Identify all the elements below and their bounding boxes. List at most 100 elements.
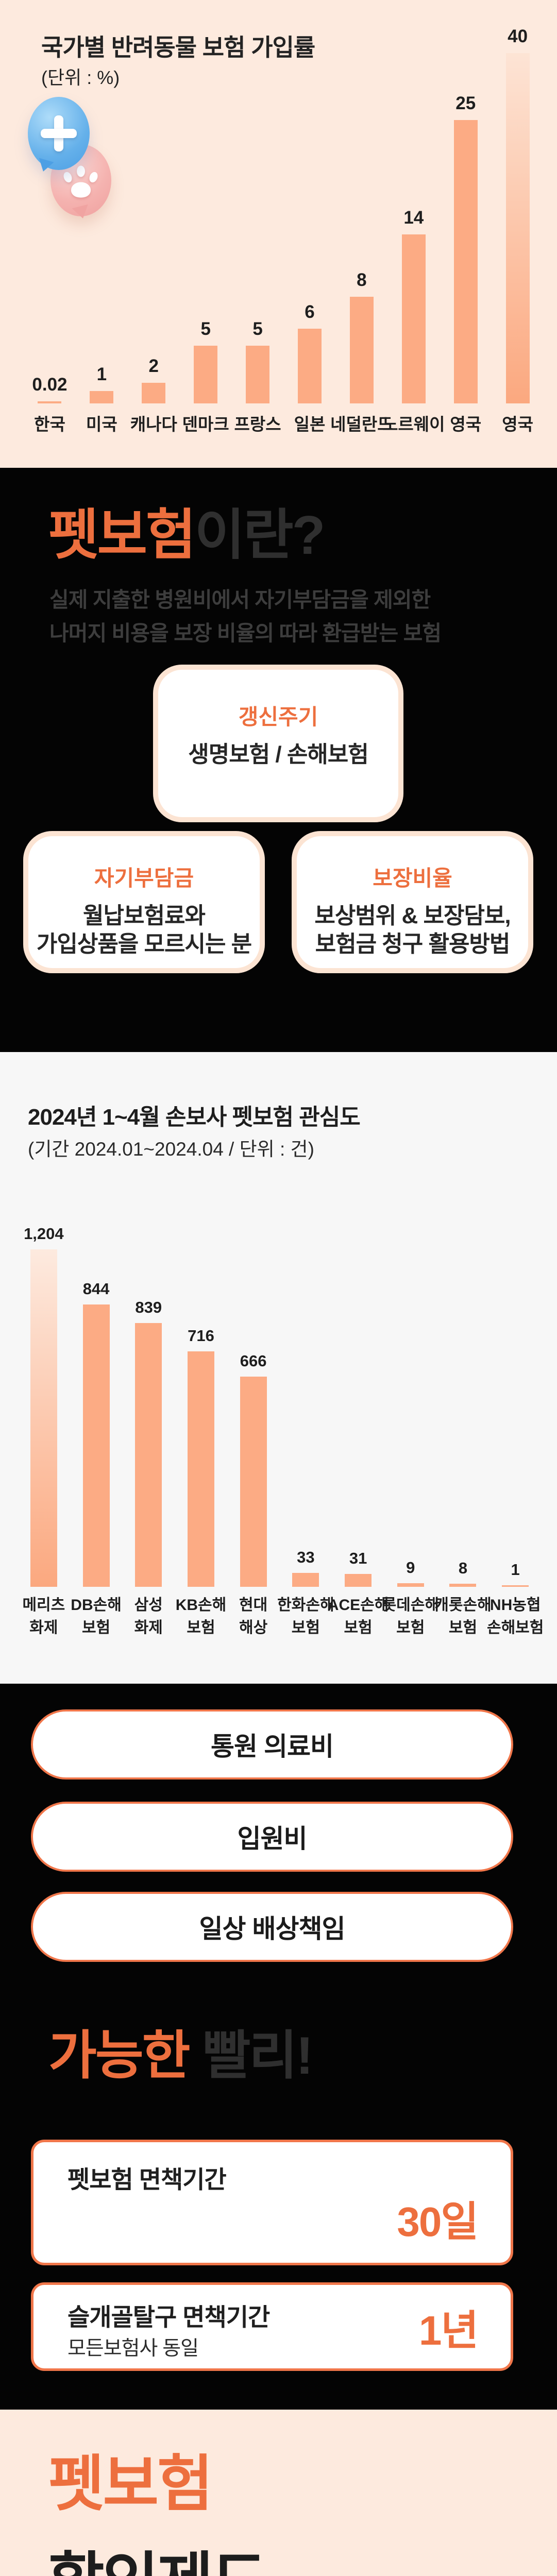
bar-category-label: 한화손해 보험 — [277, 1597, 334, 1636]
bar-value-label: 1,204 — [24, 1225, 64, 1243]
bar-category-label: 영국 — [450, 415, 482, 434]
insurer-interest-bar-chart: 1,204 메리츠 화제 844 DB손해 보험 839 삼성 화제 716 KB손해 보험 666 현대… — [18, 1225, 544, 1636]
bar — [449, 1584, 477, 1587]
bar-value-label: 1 — [511, 1561, 520, 1579]
bar-value-label: 5 — [252, 319, 263, 339]
bar — [246, 346, 270, 403]
bar-column: 25 영국 — [440, 0, 492, 434]
bar — [240, 1377, 267, 1587]
bar-column: 716 KB손해 보험 — [175, 1252, 227, 1636]
bar — [292, 1573, 319, 1587]
bar — [82, 1304, 110, 1587]
coverage-button-liability[interactable]: 일상 배상책임 — [31, 1892, 513, 1962]
bar-column: 40 영국 — [492, 0, 544, 434]
card-waiting-period-pet-insurance: 펫보험 면책기간 30일 — [31, 2140, 513, 2265]
bar-category-label: 네덜란드 — [330, 415, 393, 434]
bar-category-label: ACE손해 보험 — [327, 1597, 389, 1636]
bar-column: 0.02 한국 — [24, 0, 76, 434]
coverage-button-hospitalization[interactable]: 입원비 — [31, 1802, 513, 1872]
bar-column: 8 캐롯손해 보험 — [434, 1252, 491, 1636]
bar-column: 2 캐나다 — [128, 0, 180, 434]
bar — [135, 1323, 162, 1587]
bar — [30, 1249, 57, 1587]
card-value: 1년 — [418, 2308, 479, 2353]
bar-value-label: 0.02 — [32, 375, 67, 395]
bar — [297, 329, 322, 403]
bar-column: 6 일본 — [284, 0, 336, 434]
bar-category-label: 한국 — [34, 415, 65, 434]
bar — [345, 1574, 372, 1587]
bar-category-label: 삼성 화제 — [134, 1597, 163, 1636]
section-heading: 펫보험이란? — [48, 490, 326, 570]
card-text: 보상범위 & 보장담보, 보험금 청구 활용방법 — [297, 902, 528, 958]
paw-icon — [62, 165, 99, 198]
bar — [505, 53, 530, 403]
heading-accent: 펫보험 — [48, 2450, 213, 2518]
bar-column: 8 네덜란드 — [330, 0, 393, 434]
description-line: 실제 지출한 병원비에서 자기부담금을 제외한 — [49, 588, 431, 612]
heading-rest: 할인제도 — [48, 2531, 267, 2576]
medical-cross-speech-bubble-icon — [28, 97, 90, 170]
description-line: 나머지 비용을 보장 비율의 따라 환급받는 보험 — [49, 621, 442, 645]
card-text: 생명보험 / 손해보험 — [188, 742, 369, 767]
chart-unit-label: (단위 : %) — [41, 67, 120, 88]
bar-value-label: 33 — [297, 1548, 315, 1566]
bar-value-label: 8 — [357, 270, 367, 290]
bar-category-label: KB손해 보험 — [175, 1597, 227, 1636]
bar-value-label: 2 — [148, 356, 159, 376]
section-heading: 가능한 빨리! — [48, 2013, 314, 2089]
card-text-line: 보상범위 & 보장담보, — [314, 903, 511, 928]
bar-value-label: 8 — [458, 1559, 468, 1577]
bar — [38, 401, 62, 403]
page-title: 국가별 반려동물 보험 가입률 — [41, 34, 315, 61]
heading-accent: 펫보험 — [48, 505, 196, 566]
bar-category-label: 캐롯손해 보험 — [434, 1597, 492, 1636]
bar-column: 9 롯데손해 보험 — [382, 1252, 439, 1636]
coverage-button-outpatient[interactable]: 통원 의료비 — [31, 1709, 513, 1780]
bar-column: 844 DB손해 보험 — [70, 1252, 123, 1636]
section-description: 실제 지출한 병원비에서 자기부담금을 제외한 나머지 비용을 보장 비율의 따… — [49, 583, 442, 650]
bar-category-label: 현대 해상 — [239, 1597, 268, 1636]
bar-column: 1 미국 — [76, 0, 128, 434]
bar — [142, 383, 166, 403]
card-text-line: 월납보험료와 — [83, 903, 206, 928]
bar — [90, 391, 114, 403]
bar-category-label: DB손해 보험 — [71, 1597, 122, 1636]
bar-value-label: 6 — [305, 302, 315, 322]
section-insurer-interest-chart: 2024년 1~4월 손보사 펫보험 관심도 (기간 2024.01~2024.… — [0, 1052, 557, 1684]
section-discount-programs: 펫보험 할인제도 동물등록증 유기견 입양 무사고 다수견 — [0, 2410, 557, 2576]
heading-rest: 빨리! — [202, 2026, 314, 2085]
section-country-chart: 국가별 반려동물 보험 가입률 (단위 : %) 0.02 한국 1 미국 2 캐나다 5 덴… — [0, 0, 557, 468]
bar — [349, 297, 374, 403]
card-text-line: 보험금 청구 활용방법 — [315, 931, 511, 957]
bar-category-label: 프랑스 — [234, 415, 281, 434]
bar-value-label: 839 — [135, 1298, 162, 1316]
bar-category-label: 덴마크 — [182, 415, 229, 434]
card-waiting-period-patella: 슬개골탈구 면책기간 모든보험사 동일 1년 — [31, 2282, 513, 2371]
bar-value-label: 14 — [403, 208, 424, 228]
bar-column: 1,204 메리츠 화제 — [18, 1225, 70, 1636]
card-deductible: 자기부담금 월납보험료와 가입상품을 모르시는 분 — [23, 831, 265, 973]
medical-paw-bubbles-illustration — [27, 94, 156, 248]
bar-column: 5 프랑스 — [232, 0, 284, 434]
card-title: 자기부담금 — [94, 866, 194, 890]
card-label: 펫보험 면책기간 — [67, 2166, 227, 2193]
bar-category-label: 영국 — [502, 415, 533, 434]
bar-value-label: 666 — [240, 1352, 267, 1370]
bar-column: 839 삼성 화제 — [122, 1252, 175, 1636]
bar-column: 5 덴마크 — [180, 0, 232, 434]
bar-column: 666 현대 해상 — [227, 1252, 280, 1636]
card-value: 30일 — [397, 2199, 479, 2245]
bar-value-label: 25 — [455, 93, 476, 113]
heading-rest: 이란? — [194, 505, 326, 566]
card-text: 월납보험료와 가입상품을 모르시는 분 — [28, 902, 260, 958]
section-coverage-and-waiting: 통원 의료비 입원비 일상 배상책임 가능한 빨리! 펫보험 면책기간 30일 슬… — [0, 1684, 557, 2410]
bar-category-label: 메리츠 화제 — [22, 1597, 65, 1636]
bar-value-label: 5 — [200, 319, 211, 339]
section-about-pet-insurance: 펫보험이란? 실제 지출한 병원비에서 자기부담금을 제외한 나머지 비용을 보… — [0, 468, 557, 1052]
chart-subtitle: (기간 2024.01~2024.04 / 단위 : 건) — [28, 1139, 314, 1160]
bar — [502, 1585, 529, 1587]
bar-category-label: 노르웨이 — [382, 415, 445, 434]
bar-value-label: 31 — [349, 1549, 367, 1567]
